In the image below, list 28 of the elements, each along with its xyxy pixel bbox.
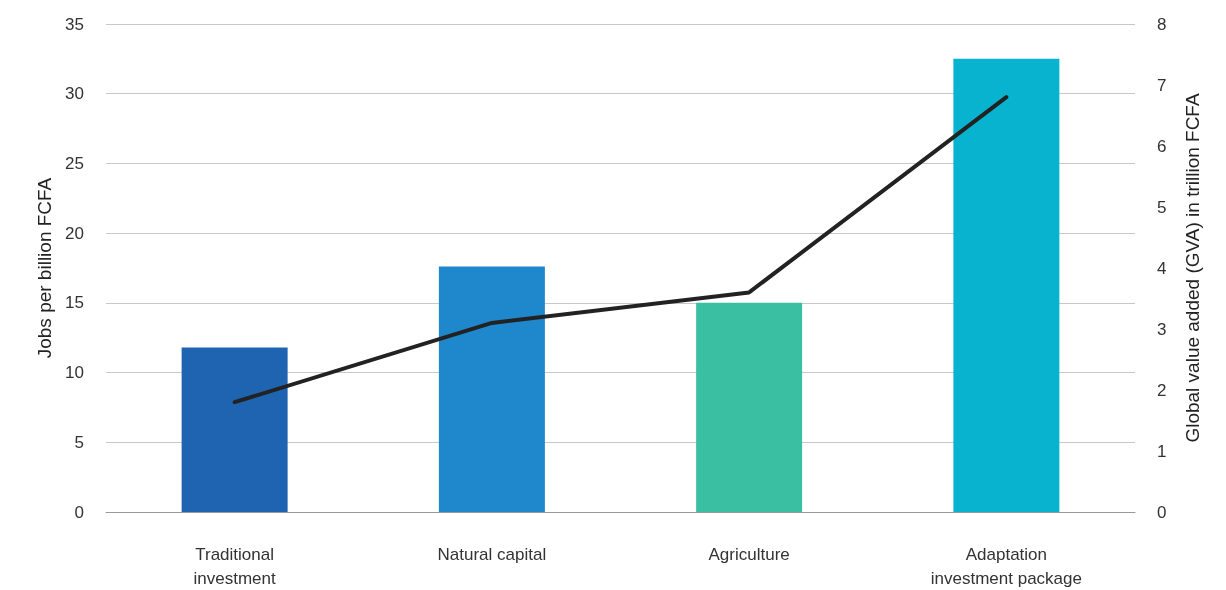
y-tick-label: 5	[74, 432, 84, 452]
y2-tick-label: 6	[1157, 136, 1167, 156]
y-tick-label: 15	[65, 293, 84, 313]
y2-tick-label: 7	[1157, 75, 1167, 95]
y-tick-label: 25	[65, 153, 84, 173]
x-tick-label: Natural capital	[437, 544, 547, 564]
y-tick-label: 35	[65, 14, 84, 34]
bar	[696, 302, 803, 512]
bar	[953, 58, 1060, 512]
y-tick-label: 0	[74, 502, 84, 522]
y-tick-label: 20	[65, 223, 84, 243]
y2-tick-label: 5	[1157, 197, 1167, 217]
y2-tick-label: 2	[1157, 380, 1167, 400]
y2-axis-title: Global value added (GVA) in trillion FCFA	[1182, 93, 1203, 443]
bar	[438, 266, 545, 512]
line-series	[232, 95, 1009, 405]
x-tick-label: Traditional investment	[193, 544, 276, 588]
y-tick-label: 10	[65, 363, 84, 383]
y2-tick-label: 0	[1157, 502, 1167, 522]
x-tick-label: Adaptation investment package	[930, 544, 1082, 588]
bar	[181, 347, 288, 512]
y2-tick-label: 4	[1157, 258, 1167, 278]
y-axis-title: Jobs per billion FCFA	[34, 177, 56, 359]
y2-tick-label: 3	[1157, 319, 1167, 339]
x-tick-label: Agriculture	[708, 544, 790, 564]
y2-tick-label: 1	[1157, 441, 1167, 461]
y2-tick-label: 8	[1157, 14, 1167, 34]
y-tick-label: 30	[65, 84, 84, 104]
